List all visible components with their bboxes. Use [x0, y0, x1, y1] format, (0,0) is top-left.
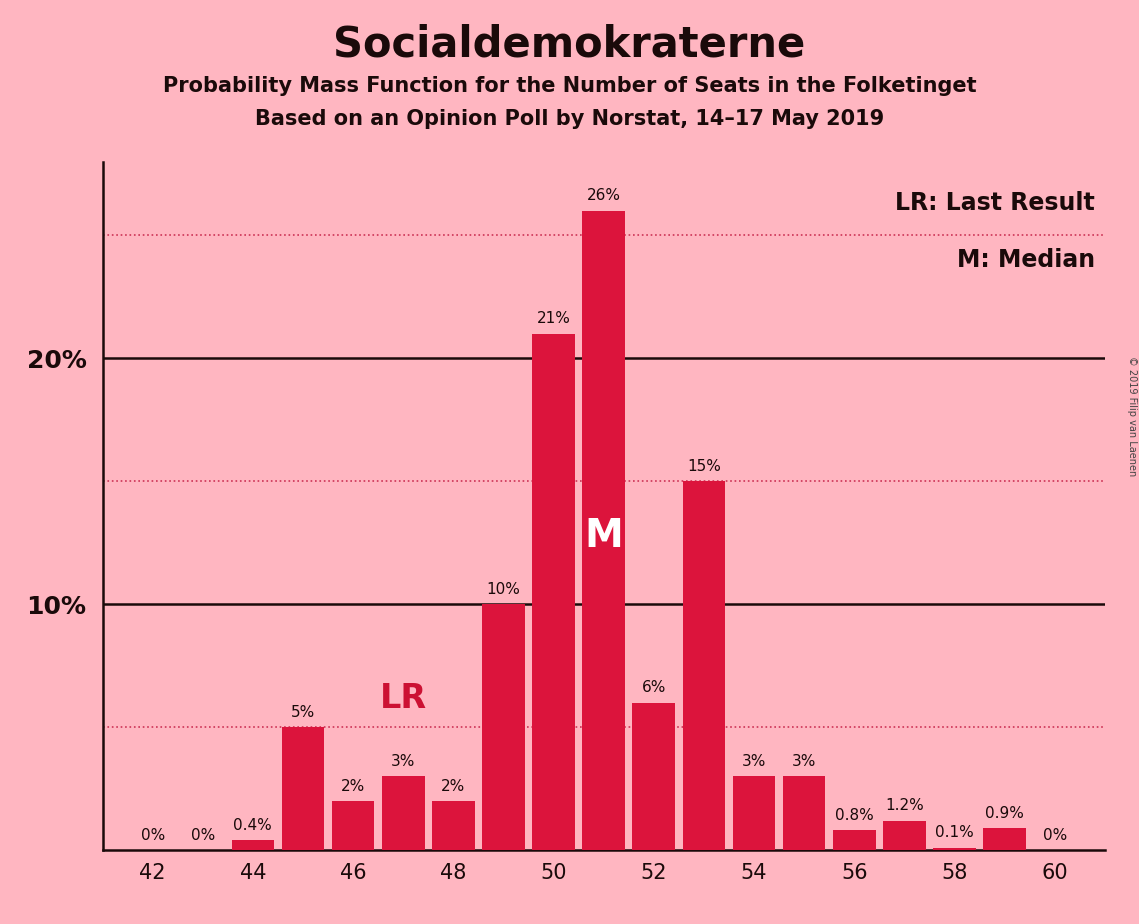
Text: 0%: 0%: [1042, 828, 1067, 843]
Text: 0%: 0%: [190, 828, 215, 843]
Text: 3%: 3%: [391, 754, 416, 769]
Text: 2%: 2%: [441, 779, 466, 794]
Text: 1.2%: 1.2%: [885, 798, 924, 813]
Text: 15%: 15%: [687, 459, 721, 474]
Bar: [331, 801, 375, 850]
Text: M: M: [584, 517, 623, 555]
Bar: [281, 727, 325, 850]
Text: LR: Last Result: LR: Last Result: [895, 191, 1095, 215]
Text: 21%: 21%: [536, 311, 571, 326]
Text: 26%: 26%: [587, 188, 621, 203]
Bar: [382, 776, 425, 850]
Text: 3%: 3%: [741, 754, 767, 769]
Text: 2%: 2%: [341, 779, 366, 794]
Text: © 2019 Filip van Laenen: © 2019 Filip van Laenen: [1126, 356, 1137, 476]
Bar: [933, 847, 976, 850]
Text: Socialdemokraterne: Socialdemokraterne: [334, 23, 805, 65]
Bar: [983, 828, 1026, 850]
Bar: [732, 776, 776, 850]
Bar: [682, 481, 726, 850]
Text: 10%: 10%: [486, 582, 521, 597]
Text: Probability Mass Function for the Number of Seats in the Folketinget: Probability Mass Function for the Number…: [163, 76, 976, 96]
Bar: [782, 776, 826, 850]
Text: LR: LR: [379, 682, 427, 715]
Bar: [432, 801, 475, 850]
Text: 0.4%: 0.4%: [233, 818, 272, 833]
Text: 0.8%: 0.8%: [835, 808, 874, 823]
Text: 0%: 0%: [140, 828, 165, 843]
Bar: [482, 604, 525, 850]
Text: 0.1%: 0.1%: [935, 825, 974, 840]
Bar: [532, 334, 575, 850]
Bar: [582, 211, 625, 850]
Text: 6%: 6%: [641, 680, 666, 695]
Bar: [883, 821, 926, 850]
Text: Based on an Opinion Poll by Norstat, 14–17 May 2019: Based on an Opinion Poll by Norstat, 14–…: [255, 109, 884, 129]
Bar: [833, 831, 876, 850]
Text: M: Median: M: Median: [957, 248, 1095, 272]
Bar: [632, 702, 675, 850]
Text: 3%: 3%: [792, 754, 817, 769]
Bar: [231, 840, 274, 850]
Text: 0.9%: 0.9%: [985, 806, 1024, 821]
Text: 5%: 5%: [290, 705, 316, 720]
